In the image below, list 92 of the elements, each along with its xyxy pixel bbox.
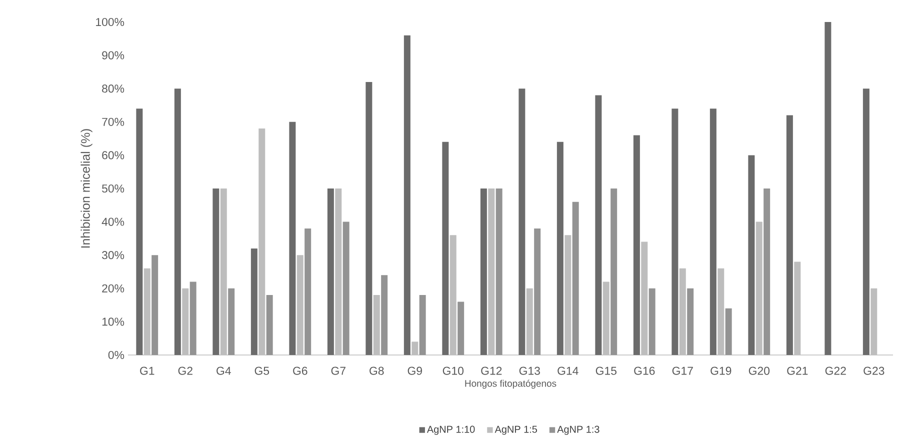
bar bbox=[458, 302, 464, 355]
bar bbox=[602, 282, 610, 355]
bar bbox=[152, 255, 158, 355]
y-tick-label: 30% bbox=[102, 251, 124, 260]
bar bbox=[496, 188, 502, 355]
bar bbox=[182, 288, 189, 355]
x-tick-label: G22 bbox=[825, 366, 846, 375]
y-tick-label: 90% bbox=[102, 51, 124, 60]
y-tick-label: 50% bbox=[102, 184, 124, 193]
bar bbox=[404, 35, 410, 355]
bar bbox=[366, 82, 372, 355]
y-tick-label: 10% bbox=[102, 318, 124, 326]
bar bbox=[250, 248, 258, 355]
bar bbox=[672, 108, 678, 355]
bar bbox=[710, 108, 716, 355]
bar bbox=[480, 188, 487, 355]
x-tick-label: G21 bbox=[787, 366, 808, 375]
bar bbox=[174, 88, 181, 355]
y-tick-label: 70% bbox=[102, 118, 124, 126]
bar bbox=[610, 188, 618, 355]
bar bbox=[304, 228, 312, 355]
bar bbox=[862, 88, 870, 355]
x-tick-label: G19 bbox=[710, 366, 732, 375]
bar bbox=[786, 115, 793, 355]
bar bbox=[327, 188, 334, 355]
bar bbox=[258, 128, 266, 355]
bar bbox=[419, 295, 426, 355]
y-tick-label: 0% bbox=[108, 350, 124, 360]
y-axis-title: Inhibicion micelial (%) bbox=[80, 129, 92, 248]
bar bbox=[526, 288, 533, 355]
bar bbox=[572, 202, 579, 355]
y-tick-label: 20% bbox=[102, 284, 124, 292]
bar bbox=[220, 188, 227, 355]
bar bbox=[450, 235, 456, 355]
x-tick-label: G2 bbox=[178, 366, 192, 375]
x-tick-label: G10 bbox=[442, 366, 464, 375]
bar bbox=[488, 188, 495, 355]
legend-label: AgNP 1:10 bbox=[426, 426, 475, 435]
x-axis-title: Hongos fitopatógenos bbox=[465, 380, 556, 389]
x-tick-label: G23 bbox=[864, 366, 884, 375]
legend-label: AgNP 1:3 bbox=[557, 426, 600, 435]
bar bbox=[648, 288, 656, 355]
x-tick-label: G14 bbox=[558, 366, 578, 375]
y-tick-label: 60% bbox=[102, 151, 124, 160]
bar bbox=[633, 135, 640, 355]
bar bbox=[289, 122, 296, 355]
bar bbox=[595, 95, 602, 355]
x-tick-label: G1 bbox=[140, 366, 154, 375]
bar bbox=[756, 222, 762, 355]
bar bbox=[725, 308, 732, 355]
x-tick-label: G13 bbox=[519, 366, 540, 375]
bar bbox=[556, 142, 564, 355]
bar bbox=[518, 88, 526, 355]
bar bbox=[718, 268, 724, 355]
bar bbox=[228, 288, 235, 355]
bar bbox=[764, 188, 770, 355]
bar bbox=[794, 262, 801, 355]
x-tick-label: G6 bbox=[293, 366, 308, 375]
bar bbox=[335, 188, 342, 355]
bar bbox=[412, 342, 418, 355]
bar bbox=[679, 268, 686, 355]
x-tick-label: G9 bbox=[408, 366, 422, 375]
x-tick-label: G16 bbox=[634, 366, 655, 375]
bar bbox=[136, 108, 143, 355]
bar bbox=[870, 288, 878, 355]
y-tick-label: 40% bbox=[102, 218, 124, 226]
x-tick-label: G15 bbox=[596, 366, 616, 375]
bar bbox=[266, 295, 273, 355]
bar bbox=[442, 142, 449, 355]
bar bbox=[748, 155, 755, 355]
bar bbox=[564, 235, 572, 355]
y-tick-label: 100% bbox=[96, 18, 124, 26]
x-tick-label: G4 bbox=[216, 366, 231, 375]
x-tick-label: G8 bbox=[370, 366, 384, 375]
x-tick-label: G5 bbox=[254, 366, 270, 375]
bar bbox=[824, 22, 832, 355]
bar bbox=[212, 188, 220, 355]
bar bbox=[687, 288, 694, 355]
x-tick-label: G20 bbox=[748, 366, 770, 375]
x-tick-label: G17 bbox=[672, 366, 693, 375]
bar bbox=[190, 282, 196, 355]
y-tick-label: 80% bbox=[102, 84, 124, 93]
bar bbox=[381, 275, 388, 355]
bar bbox=[373, 295, 380, 355]
bar bbox=[296, 255, 304, 355]
legend-label: AgNP 1:5 bbox=[494, 426, 538, 435]
x-tick-label: G12 bbox=[481, 366, 502, 375]
bar bbox=[342, 222, 350, 355]
bar bbox=[534, 228, 541, 355]
bar bbox=[144, 268, 150, 355]
x-tick-label: G7 bbox=[331, 366, 346, 375]
bar bbox=[641, 242, 648, 355]
